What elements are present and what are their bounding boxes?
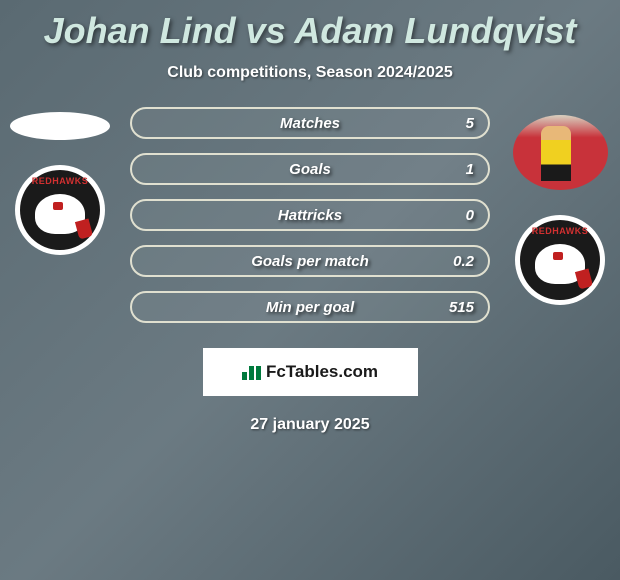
date-label: 27 january 2025 bbox=[0, 416, 620, 434]
subtitle: Club competitions, Season 2024/2025 bbox=[0, 64, 620, 82]
stat-value: 515 bbox=[449, 299, 474, 316]
player-figure-icon bbox=[541, 126, 571, 181]
right-player-column: REDHAWKS bbox=[510, 107, 610, 305]
stat-row-gpm: Goals per match 0.2 bbox=[130, 245, 490, 277]
stat-label: Goals per match bbox=[251, 253, 369, 270]
stat-value: 0.2 bbox=[453, 253, 474, 270]
stat-value: 0 bbox=[466, 207, 474, 224]
page-title: Johan Lind vs Adam Lundqvist bbox=[0, 0, 620, 52]
stat-label: Hattricks bbox=[278, 207, 342, 224]
left-player-column: REDHAWKS bbox=[10, 107, 110, 255]
crest-label-left: REDHAWKS bbox=[32, 176, 89, 186]
stat-value: 1 bbox=[466, 161, 474, 178]
comparison-panel: REDHAWKS Matches 5 Goals 1 Hattricks 0 G… bbox=[0, 107, 620, 323]
brand-text: FcTables.com bbox=[266, 362, 378, 382]
team-crest-left: REDHAWKS bbox=[15, 165, 105, 255]
stat-value: 5 bbox=[466, 115, 474, 132]
stats-column: Matches 5 Goals 1 Hattricks 0 Goals per … bbox=[110, 107, 510, 323]
hawk-icon bbox=[35, 194, 85, 234]
player-right-photo bbox=[513, 115, 608, 190]
player-left-placeholder bbox=[10, 112, 110, 140]
stat-row-matches: Matches 5 bbox=[130, 107, 490, 139]
stat-label: Matches bbox=[280, 115, 340, 132]
brand-badge: FcTables.com bbox=[203, 348, 418, 396]
stat-label: Goals bbox=[289, 161, 331, 178]
team-crest-right: REDHAWKS bbox=[515, 215, 605, 305]
stat-row-goals: Goals 1 bbox=[130, 153, 490, 185]
crest-label-right: REDHAWKS bbox=[532, 226, 589, 236]
chart-icon bbox=[242, 364, 262, 380]
stat-row-mpg: Min per goal 515 bbox=[130, 291, 490, 323]
hawk-icon bbox=[535, 244, 585, 284]
stat-row-hattricks: Hattricks 0 bbox=[130, 199, 490, 231]
stat-label: Min per goal bbox=[266, 299, 354, 316]
